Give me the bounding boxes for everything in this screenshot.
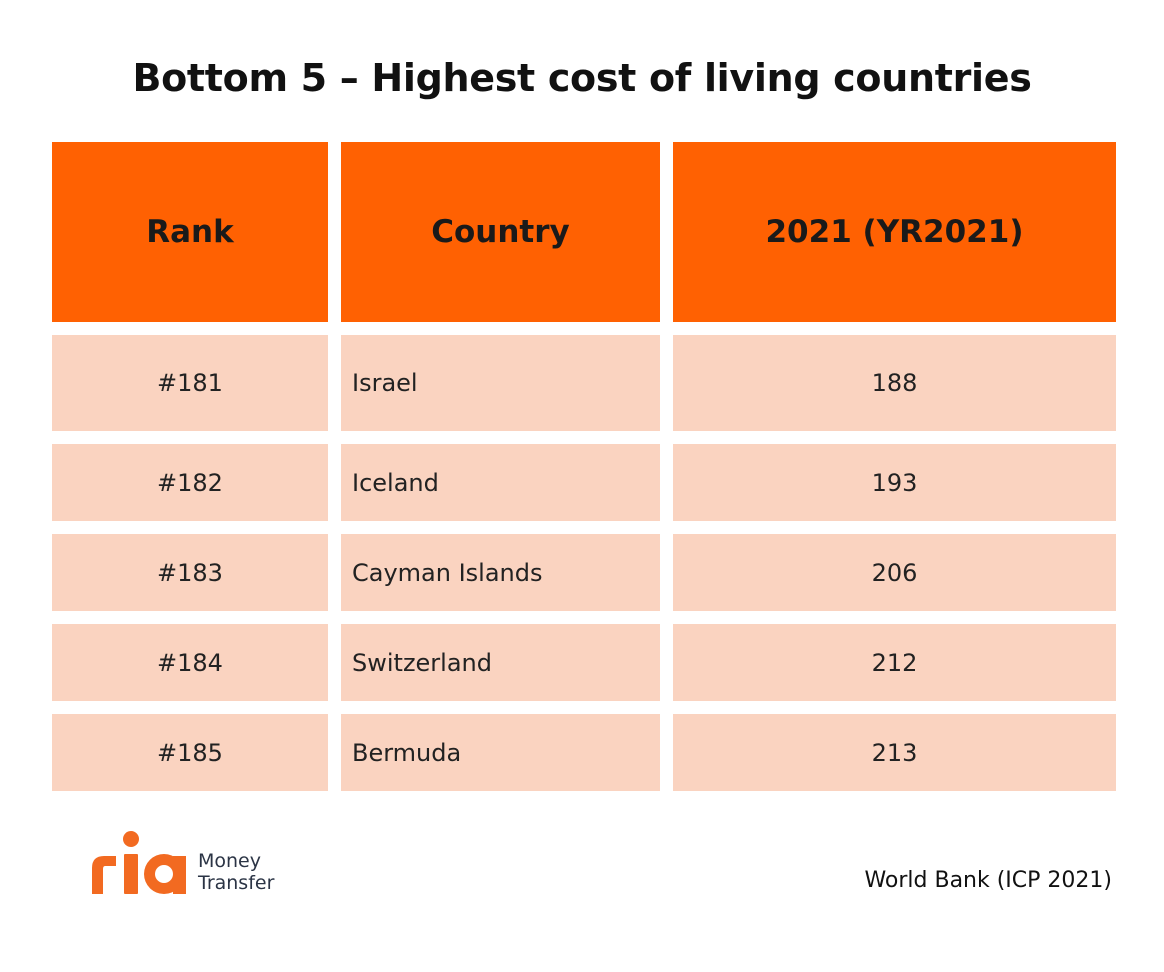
- value-cell: 212: [673, 624, 1116, 701]
- country-cell: Switzerland: [341, 624, 660, 701]
- column-header-country: Country: [341, 142, 660, 322]
- column-header-value: 2021 (YR2021): [673, 142, 1116, 322]
- table-header-row: Rank Country 2021 (YR2021): [52, 142, 1116, 322]
- logo-line-money: Money: [198, 850, 261, 872]
- column-header-rank: Rank: [52, 142, 328, 322]
- value-cell: 206: [673, 534, 1116, 611]
- rank-cell: #183: [52, 534, 328, 611]
- table-row: #182 Iceland 193: [52, 444, 1116, 521]
- logo-line-transfer: Transfer: [198, 872, 275, 894]
- page-title: Bottom 5 – Highest cost of living countr…: [132, 56, 1032, 100]
- country-cell: Bermuda: [341, 714, 660, 791]
- value-cell: 193: [673, 444, 1116, 521]
- rank-cell: #181: [52, 335, 328, 431]
- rank-cell: #182: [52, 444, 328, 521]
- rank-cell: #185: [52, 714, 328, 791]
- table-row: #185 Bermuda 213: [52, 714, 1116, 791]
- value-cell: 213: [673, 714, 1116, 791]
- source-credit: World Bank (ICP 2021): [864, 868, 1112, 893]
- ria-money-transfer-logo: Money Transfer: [90, 830, 290, 900]
- country-cell: Iceland: [341, 444, 660, 521]
- table-row: #181 Israel 188: [52, 335, 1116, 431]
- ria-logo-icon: [92, 831, 186, 894]
- logo-text: Money Transfer: [198, 850, 274, 894]
- value-cell: 188: [673, 335, 1116, 431]
- country-cell: Cayman Islands: [341, 534, 660, 611]
- table-row: #183 Cayman Islands 206: [52, 534, 1116, 611]
- table-row: #184 Switzerland 212: [52, 624, 1116, 701]
- rank-cell: #184: [52, 624, 328, 701]
- cost-of-living-table: Rank Country 2021 (YR2021) #181 Israel 1…: [52, 142, 1116, 791]
- country-cell: Israel: [341, 335, 660, 431]
